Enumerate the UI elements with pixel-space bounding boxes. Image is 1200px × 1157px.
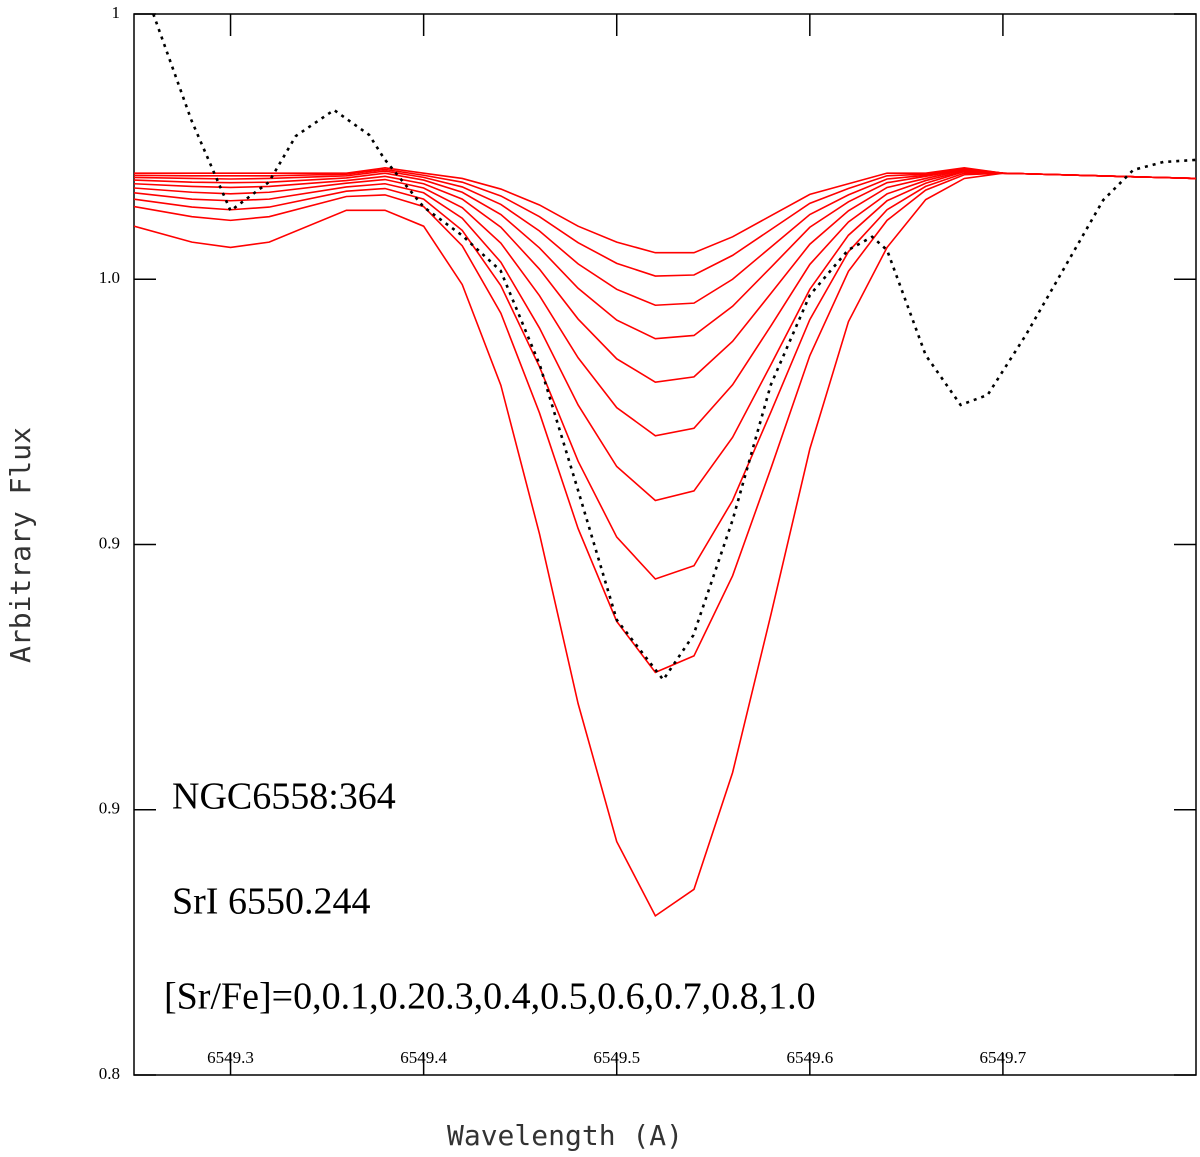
y-tick-label: 0.9 (99, 799, 120, 818)
annotation: SrI 6550.244 (172, 881, 370, 923)
synthetic-spectrum (134, 172, 1196, 918)
y-tick-label: 1.0 (99, 268, 120, 287)
y-tick-label: 1 (112, 3, 121, 22)
y-tick-label: 0.8 (99, 1064, 120, 1083)
synthetic-spectrum (134, 170, 1196, 502)
synthetic-spectrum (134, 172, 1196, 674)
synthetic-spectrum (134, 168, 1196, 340)
y-tick-label: 0.9 (99, 533, 120, 552)
synthetic-spectrum (134, 169, 1196, 384)
synthetic-spectrum (134, 170, 1196, 437)
annotation: [Sr/Fe]=0,0.1,0.20.3,0.4,0.5,0.6,0.7,0.8… (164, 976, 816, 1018)
x-axis-label: Wavelength (A) (447, 1119, 683, 1152)
synthetic-spectrum (134, 168, 1196, 307)
synthetic-spectrum (134, 167, 1196, 254)
synthetic-spectrum (134, 172, 1196, 580)
curves (134, 14, 1196, 918)
synthetic-spectrum (134, 167, 1196, 277)
y-axis-label: Arbitrary Flux (4, 427, 37, 663)
annotation: NGC6558:364 (172, 776, 396, 818)
observed-spectrum (152, 14, 1196, 682)
